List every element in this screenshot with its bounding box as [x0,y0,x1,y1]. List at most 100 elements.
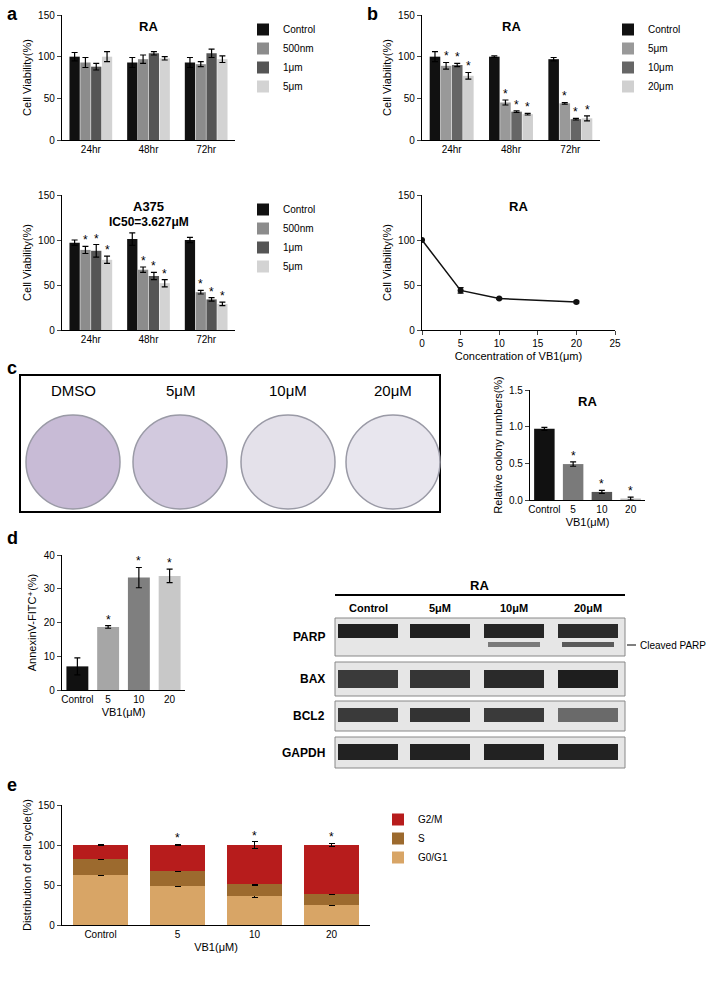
svg-text:BAX: BAX [300,672,325,686]
svg-text:Control: Control [283,204,315,215]
svg-text:48hr: 48hr [501,144,522,155]
svg-text:150: 150 [398,10,415,21]
svg-text:5: 5 [105,694,111,705]
svg-text:5μm: 5μm [283,81,303,92]
svg-text:*: * [599,477,604,491]
svg-text:5μM: 5μM [166,382,195,399]
svg-text:50: 50 [44,280,56,291]
svg-text:*: * [83,233,88,247]
svg-text:0.0: 0.0 [509,495,523,506]
svg-text:*: * [151,259,156,273]
svg-text:GAPDH: GAPDH [282,746,325,760]
svg-text:15: 15 [532,338,544,349]
svg-text:Control: Control [349,602,388,614]
svg-text:10: 10 [494,338,506,349]
svg-text:1μm: 1μm [283,62,303,73]
svg-text:50: 50 [44,93,56,104]
svg-text:100: 100 [398,51,415,62]
svg-text:10: 10 [44,651,56,662]
svg-text:150: 150 [38,10,55,21]
svg-text:*: * [562,89,567,103]
svg-text:*: * [455,50,460,64]
svg-text:RA: RA [470,578,489,593]
svg-text:5: 5 [570,504,576,515]
svg-text:*: * [220,289,225,303]
svg-text:*: * [628,484,633,498]
svg-text:*: * [514,98,519,112]
svg-text:VB1(μM): VB1(μM) [194,941,238,953]
svg-text:48hr: 48hr [138,334,159,345]
svg-text:100: 100 [398,235,415,246]
svg-text:Control: Control [648,24,680,35]
svg-text:Concentration of VB1(μm): Concentration of VB1(μm) [455,350,582,362]
svg-text:10: 10 [596,504,608,515]
svg-text:10: 10 [249,929,261,940]
svg-text:*: * [162,267,167,281]
svg-text:20μM: 20μM [374,382,412,399]
svg-text:RA: RA [578,394,597,409]
svg-text:10: 10 [133,694,145,705]
svg-text:20μm: 20μm [648,81,673,92]
svg-text:*: * [136,554,141,568]
svg-text:*: * [585,103,590,117]
svg-text:BCL2: BCL2 [293,709,325,723]
svg-text:500nm: 500nm [283,43,314,54]
svg-text:500nm: 500nm [283,223,314,234]
svg-text:20: 20 [625,504,637,515]
svg-text:DMSO: DMSO [51,382,96,399]
svg-text:Cell Viability(%): Cell Viability(%) [381,224,393,301]
svg-text:a: a [7,4,18,24]
svg-text:72hr: 72hr [196,334,217,345]
svg-text:G2/M: G2/M [418,814,442,825]
svg-text:Control: Control [283,24,315,35]
svg-text:5: 5 [458,338,464,349]
svg-text:150: 150 [398,190,415,201]
svg-text:*: * [444,49,449,63]
svg-text:AnnexinV-FITC⁺(%): AnnexinV-FITC⁺(%) [26,574,38,672]
svg-text:*: * [329,830,334,844]
svg-text:*: * [503,87,508,101]
svg-text:*: * [141,254,146,268]
svg-text:*: * [573,105,578,119]
svg-text:PARP: PARP [293,630,325,644]
svg-text:25: 25 [609,338,621,349]
svg-text:50: 50 [404,93,416,104]
svg-text:1.0: 1.0 [509,421,523,432]
svg-text:0: 0 [49,135,55,146]
svg-text:0: 0 [49,685,55,696]
svg-text:*: * [209,285,214,299]
svg-text:0: 0 [419,338,425,349]
svg-text:24hr: 24hr [81,334,102,345]
svg-text:20: 20 [571,338,583,349]
svg-text:Cell Viability(%): Cell Viability(%) [21,224,33,301]
svg-text:Control: Control [528,504,560,515]
svg-text:*: * [167,556,172,570]
svg-text:50: 50 [44,880,56,891]
svg-text:0: 0 [409,325,415,336]
svg-text:0.5: 0.5 [509,458,523,469]
svg-text:30: 30 [44,583,56,594]
svg-text:5μm: 5μm [283,261,303,272]
svg-text:Cleaved PARP: Cleaved PARP [640,640,706,651]
svg-text:5μM: 5μM [429,602,451,614]
svg-text:1.5: 1.5 [509,385,523,396]
svg-text:10μm: 10μm [648,62,673,73]
svg-text:48hr: 48hr [138,144,159,155]
svg-text:G0/G1: G0/G1 [418,852,448,863]
svg-text:*: * [466,59,471,73]
svg-text:0: 0 [49,920,55,931]
svg-text:Control: Control [61,694,93,705]
svg-text:*: * [571,449,576,463]
svg-text:20: 20 [164,694,176,705]
svg-text:20: 20 [326,929,338,940]
svg-text:20: 20 [44,617,56,628]
svg-text:*: * [106,613,111,627]
svg-text:24hr: 24hr [442,144,463,155]
svg-text:Control: Control [84,929,116,940]
svg-text:VB1(μM): VB1(μM) [566,516,610,528]
svg-text:*: * [105,243,110,257]
svg-text:72hr: 72hr [560,144,581,155]
svg-text:100: 100 [38,235,55,246]
svg-text:*: * [94,232,99,246]
svg-text:e: e [7,775,17,795]
